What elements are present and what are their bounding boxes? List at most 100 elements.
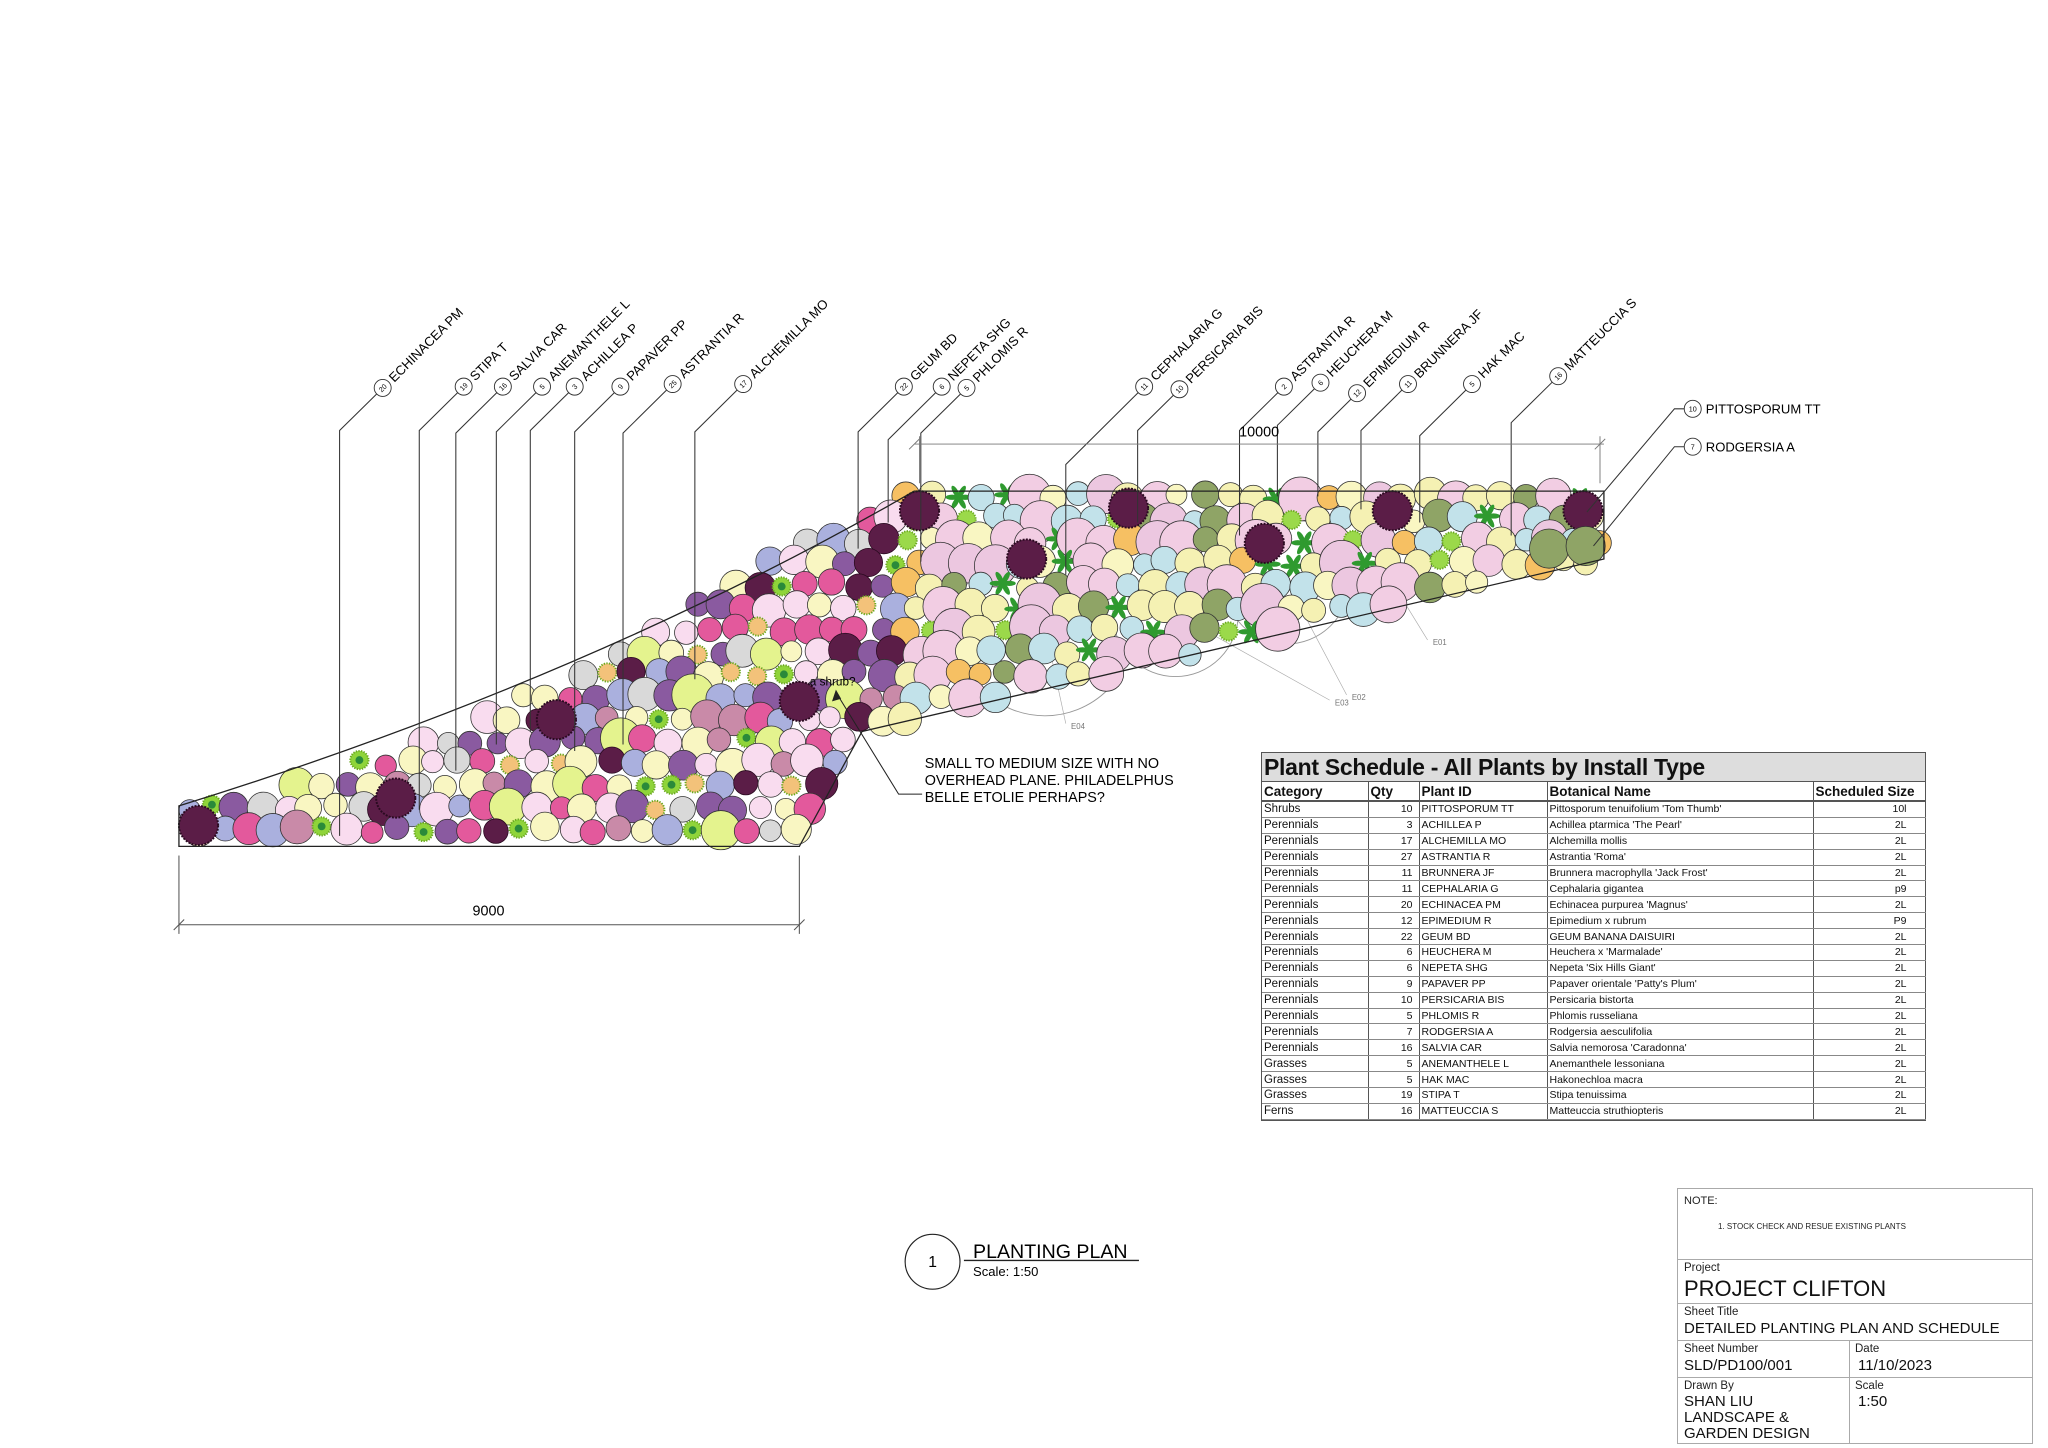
fern-matteuccia-icon — [1140, 620, 1167, 644]
plant-astrantia — [279, 809, 315, 845]
plant-pittosporum — [535, 699, 577, 741]
callout-leader-line — [418, 392, 459, 810]
plant-achillea — [330, 812, 364, 846]
plant-hakmac — [897, 530, 918, 551]
cell-scheduled-size: 2L — [1813, 1103, 1926, 1120]
existing-tree-tag: E02 — [1352, 693, 1366, 702]
cell-qty: 6 — [1368, 944, 1420, 961]
plant-anemanthele — [781, 775, 802, 796]
schedule-row: Perennials 9 PAPAVER PP Papaver orientale '… — [1262, 976, 1926, 993]
drawing-number: 1 — [928, 1254, 937, 1271]
cell-plant-id: MATTEUCCIA S — [1419, 1103, 1548, 1120]
callout-qty-circle — [1170, 380, 1189, 399]
cell-scheduled-size: p9 — [1813, 880, 1926, 898]
plant-cephalaria — [1218, 482, 1243, 508]
plant-papaver — [579, 819, 606, 846]
cell-plant-id: RODGERSIA A — [1419, 1023, 1548, 1041]
cell-scheduled-size: 2L — [1813, 992, 1926, 1009]
callout-qty: 16 — [1553, 371, 1564, 382]
callout-qty-circle — [957, 378, 976, 397]
cell-qty: 9 — [1368, 976, 1420, 993]
cell-botanical-name: GEUM BANANA DAISUIRI — [1547, 928, 1814, 946]
schedule-row: Perennials 11 BRUNNERA JF Brunnera macrophy… — [1262, 865, 1926, 882]
cell-botanical-name: Rodgersia aesculifolia — [1547, 1023, 1814, 1041]
callout-leader-line — [455, 392, 498, 771]
cell-botanical-name: Alchemilla mollis — [1547, 833, 1814, 850]
plant-symbols — [177, 473, 1612, 851]
shrub-comment-leader — [835, 691, 923, 795]
plant-geum — [807, 592, 832, 618]
cell-scheduled-size: 2L — [1813, 928, 1926, 946]
cell-qty: 11 — [1368, 865, 1420, 882]
plant-persicaria — [1255, 606, 1301, 652]
schedule-row: Perennials 7 RODGERSIA A Rodgersia aesculif… — [1262, 1023, 1926, 1041]
cell-qty: 5 — [1368, 1008, 1420, 1025]
sheet-title-row: Sheet Title DETAILED PLANTING PLAN AND S… — [1678, 1303, 2032, 1341]
cell-scheduled-size: 2L — [1813, 1039, 1926, 1057]
callout-leader-line — [1276, 388, 1315, 497]
schedule-row: Perennials 27 ASTRANTIA R Astrantia 'Roma' 2… — [1262, 849, 1926, 866]
plant-echinacea — [483, 818, 509, 844]
plant-papaver — [456, 818, 482, 844]
cell-botanical-name: Brunnera macrophylla 'Jack Frost' — [1547, 865, 1814, 882]
cell-qty: 10 — [1368, 992, 1420, 1009]
cell-scheduled-size: 10l — [1813, 801, 1926, 818]
callout-qty-circle — [663, 375, 682, 393]
callout-qty: 10 — [1689, 405, 1697, 413]
plant-cephalaria — [1065, 661, 1091, 687]
cell-plant-id: ASTRANTIA R — [1419, 849, 1548, 866]
callout-qty: 7 — [1691, 443, 1695, 451]
shrub-note: a shrub? — [810, 676, 856, 689]
note-item-1: 1. STOCK CHECK AND RESUE EXISTING PLANTS — [1718, 1222, 1906, 1231]
cell-qty: 17 — [1368, 833, 1420, 850]
cell-botanical-name: Matteuccia struthiopteris — [1547, 1103, 1814, 1120]
plant-anemanthele — [687, 644, 708, 665]
cell-category: Ferns — [1262, 1103, 1369, 1120]
callout-qty-circle — [454, 377, 473, 396]
plant-cephalaria — [1301, 597, 1326, 623]
callout-qty: 5 — [1468, 380, 1476, 388]
dimension-top — [908, 436, 1606, 484]
cell-scheduled-size: 2L — [1813, 1008, 1926, 1025]
plant-astrantia — [706, 727, 732, 752]
callout-leader-line — [1137, 394, 1174, 523]
plant-achillea — [421, 750, 445, 774]
plant-rodgersia — [1529, 528, 1570, 569]
callout-qty-circle — [493, 377, 512, 396]
plant-anemanthele — [597, 662, 618, 683]
callout-qty-circle — [894, 377, 913, 396]
callout-qty: 12 — [1352, 388, 1363, 399]
cell-plant-id: PHLOMIS R — [1419, 1008, 1548, 1025]
drawing-title: PLANTING PLAN — [973, 1241, 1128, 1263]
date-label: Date — [1855, 1343, 1880, 1355]
cell-plant-id: PAPAVER PP — [1419, 976, 1548, 993]
callout-qty-circle — [1683, 399, 1702, 418]
callout-plant-id: RODGERSIA A — [1706, 439, 1795, 454]
cell-category: Perennials — [1262, 912, 1369, 930]
plant-anemanthele — [856, 595, 877, 616]
plant-pittosporum — [1371, 490, 1413, 532]
callout-leader-line — [1593, 446, 1685, 547]
plant-geum — [641, 750, 671, 780]
plant-astrantia — [605, 815, 632, 842]
cell-category: Grasses — [1262, 1071, 1369, 1089]
plant-pittosporum — [375, 777, 417, 819]
callout-qty-circle — [1549, 367, 1568, 386]
callout-qty: 25 — [667, 379, 678, 390]
cell-plant-id: ACHILLEA P — [1419, 817, 1548, 834]
drawn-by-row: Drawn By SHAN LIU LANDSCAPE & GARDEN DES… — [1678, 1377, 2032, 1444]
schedule-row: Perennials 6 HEUCHERA M Heuchera x 'Marmala… — [1262, 944, 1926, 961]
project-name: PROJECT CLIFTON — [1684, 1276, 1887, 1301]
drawn-by-label: Drawn By — [1684, 1380, 1734, 1392]
plant-alchemilla — [749, 637, 783, 671]
plant-achillea — [830, 726, 856, 753]
project-row: Project PROJECT CLIFTON — [1678, 1259, 2032, 1304]
plant-pittosporum — [177, 804, 220, 847]
cell-category: Perennials — [1262, 817, 1369, 834]
callout-qty-circle — [1683, 437, 1702, 456]
plant-stipa-center — [317, 822, 326, 831]
plant-phlomis — [443, 746, 471, 774]
cell-scheduled-size: 2L — [1813, 833, 1926, 850]
cell-scheduled-size: 2L — [1813, 1055, 1926, 1073]
planting-bed-outline — [178, 490, 1605, 848]
